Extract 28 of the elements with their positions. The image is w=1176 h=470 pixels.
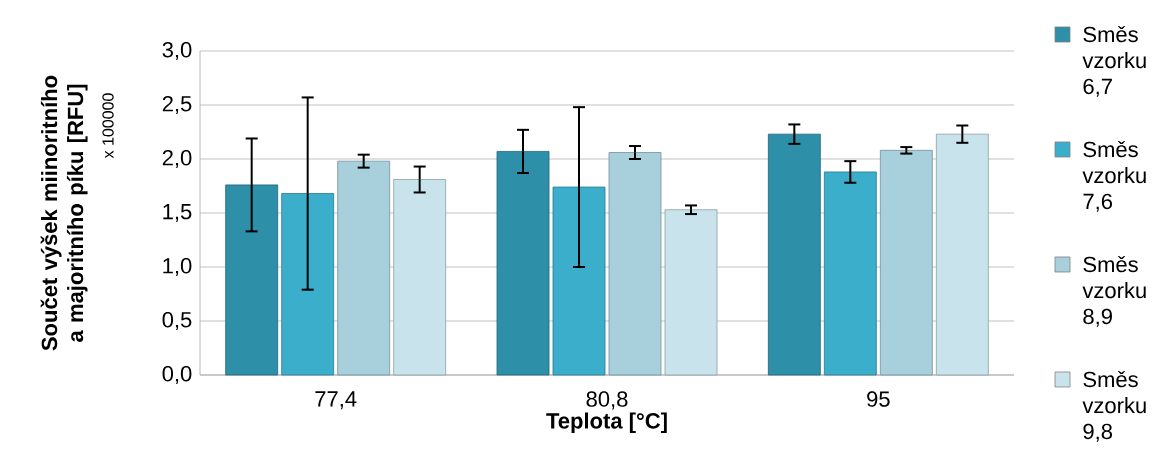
x-tick-label: 80,8	[586, 391, 628, 410]
legend-label: Směs vzorku 7,6	[1082, 140, 1146, 212]
legend-label: Směs vzorku 9,8	[1082, 370, 1146, 442]
bar	[935, 133, 989, 376]
bar	[496, 151, 550, 376]
legend-label: Směs vzorku 6,7	[1082, 25, 1146, 97]
y-tick-label: 2,0	[162, 149, 192, 169]
x-axis-title: Teplota [°C]	[546, 412, 667, 433]
y-tick-label: 1,0	[163, 257, 192, 277]
y-tick-label: 2,5	[162, 95, 192, 115]
bar	[879, 149, 933, 376]
bar	[225, 184, 279, 376]
bar	[823, 171, 877, 376]
legend-label: Směs vzorku 8,9	[1082, 255, 1146, 327]
bar	[664, 209, 718, 376]
bar	[767, 133, 821, 376]
x-tick-label: 95	[867, 391, 890, 407]
text: x 100000	[102, 93, 114, 159]
bar	[337, 160, 391, 376]
y-axis-title: Součet výšek miinoritního a majoritního píku [RFU]	[40, 75, 88, 351]
bar	[393, 179, 447, 376]
y-tick-label: 1,5	[163, 204, 192, 222]
y-tick-label: 0,5	[162, 311, 192, 331]
y-tick-label: 3,0	[162, 41, 192, 61]
bar	[608, 152, 662, 376]
x-tick-label: 77,4	[315, 391, 357, 410]
bar	[552, 186, 606, 376]
y-tick-label: 0,0	[162, 365, 192, 385]
